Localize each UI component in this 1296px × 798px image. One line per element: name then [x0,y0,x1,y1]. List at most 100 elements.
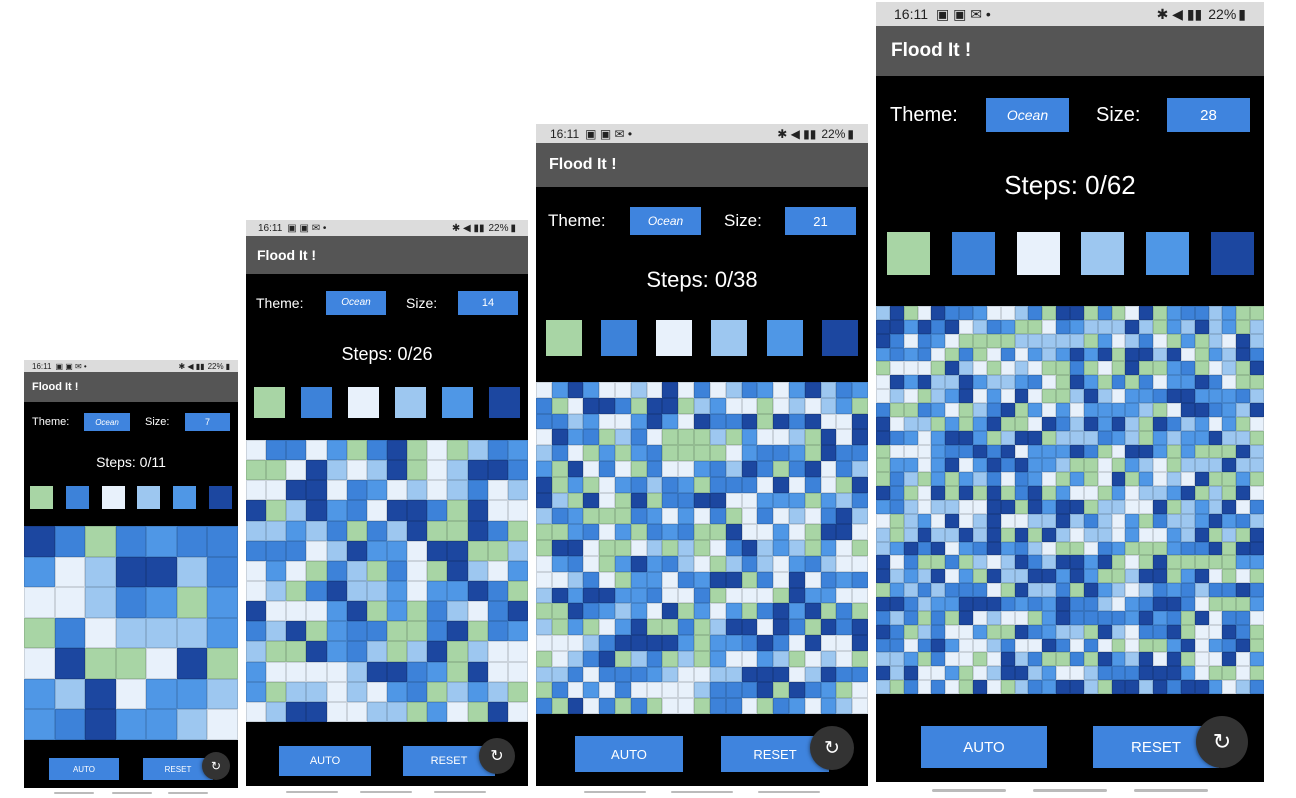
color-swatch-green[interactable] [254,387,285,418]
grid-cell [1250,458,1264,473]
reset-button[interactable]: RESET [143,758,213,780]
refresh-icon[interactable]: ↻ [810,726,854,770]
grid-cell [1153,402,1167,417]
grid-cell [1042,666,1057,681]
color-swatch-light-blue[interactable] [137,486,160,509]
grid-cell [1180,666,1195,681]
auto-button[interactable]: AUTO [575,736,683,772]
theme-selector[interactable]: Ocean [84,413,130,431]
color-swatch-sky-blue[interactable] [1146,232,1189,275]
grid-cell [487,520,508,541]
color-swatch-navy[interactable] [489,387,520,418]
grid-cell [1000,333,1015,348]
color-swatch-navy[interactable] [822,320,858,356]
grid-cell [366,601,387,622]
grid-cell [820,508,837,525]
theme-selector[interactable]: Ocean [630,207,701,235]
size-selector[interactable]: 28 [1167,98,1250,132]
grid-cell [1139,555,1154,570]
grid-cell [836,429,853,446]
color-swatch-navy[interactable] [209,486,232,509]
grid-cell [1000,596,1015,611]
grid-cell [972,430,987,445]
refresh-icon[interactable]: ↻ [202,752,230,780]
grid-cell [1000,361,1015,376]
grid-cell [1153,416,1167,431]
auto-button[interactable]: AUTO [279,746,371,776]
grid-cell [1056,306,1070,320]
grid-cell [1125,541,1140,556]
grid-cell [599,619,616,635]
grid-cell [852,476,868,493]
grid-cell [852,571,868,588]
grid-cell [615,698,631,714]
grid-cell [1056,638,1070,653]
grid-cell [567,603,584,620]
grid-cell [487,621,508,642]
grid-cell [1000,555,1015,570]
grid-cell [1014,513,1029,528]
grid-cell [1028,402,1043,417]
grid-cell [1180,596,1195,611]
grid-cell [945,402,960,417]
grid-cell [788,524,805,541]
grid-cell [306,621,327,642]
grid-cell [1180,624,1195,639]
color-swatch-green[interactable] [887,232,930,275]
grid-cell [836,413,853,430]
grid-cell [709,571,726,588]
grid-cell [972,402,987,417]
theme-selector[interactable]: Ocean [986,98,1069,132]
grid-cell [646,587,663,604]
grid-cell [1180,375,1195,390]
grid-cell [931,389,946,403]
color-swatch-blue[interactable] [301,387,332,418]
color-swatch-blue[interactable] [601,320,637,356]
grid-cell [630,397,647,414]
grid-cell [1125,680,1140,694]
auto-button[interactable]: AUTO [921,726,1047,768]
refresh-icon[interactable]: ↻ [479,738,515,774]
grid-cell [447,560,468,581]
flood-grid[interactable] [876,306,1264,694]
color-swatch-navy[interactable] [1211,232,1254,275]
theme-selector[interactable]: Ocean [326,290,386,315]
nav-handle [360,791,412,793]
color-swatch-sky-blue[interactable] [173,486,196,509]
color-swatch-light-blue[interactable] [1081,232,1124,275]
color-swatch-sky-blue[interactable] [767,320,803,356]
phone-screen-2: 16:11 ▣ ▣ ✉ • ✱ ◀ ▮▮ 22% ▮ Flood It ! Theme… [246,220,528,798]
flood-grid[interactable] [536,382,868,714]
grid-cell [903,319,918,334]
color-swatch-green[interactable] [30,486,53,509]
color-swatch-white[interactable] [348,387,379,418]
grid-cell [1111,444,1126,459]
grid-cell [972,444,987,459]
flood-grid[interactable] [24,526,238,740]
grid-cell [1000,472,1015,487]
color-swatch-white[interactable] [656,320,692,356]
grid-cell [1111,638,1126,653]
refresh-icon[interactable]: ↻ [1196,716,1248,768]
color-swatch-light-blue[interactable] [711,320,747,356]
grid-cell [662,508,679,525]
nav-bar [246,786,528,798]
size-selector[interactable]: 14 [458,290,518,315]
size-selector[interactable]: 21 [785,207,856,235]
auto-button[interactable]: AUTO [49,758,119,780]
notification-icons: ▣ ▣ ✉ • [287,222,327,234]
grid-cell [286,701,307,722]
grid-cell [115,678,147,710]
size-selector[interactable]: 7 [185,413,230,431]
grid-cell [507,540,528,561]
color-swatch-light-blue[interactable] [395,387,426,418]
color-swatch-blue[interactable] [66,486,89,509]
color-swatch-white[interactable] [102,486,125,509]
grid-cell [507,460,528,481]
color-swatch-green[interactable] [546,320,582,356]
color-swatch-white[interactable] [1017,232,1060,275]
color-swatch-blue[interactable] [952,232,995,275]
flood-grid[interactable] [246,440,528,722]
grid-cell [630,476,647,493]
color-swatch-sky-blue[interactable] [442,387,473,418]
